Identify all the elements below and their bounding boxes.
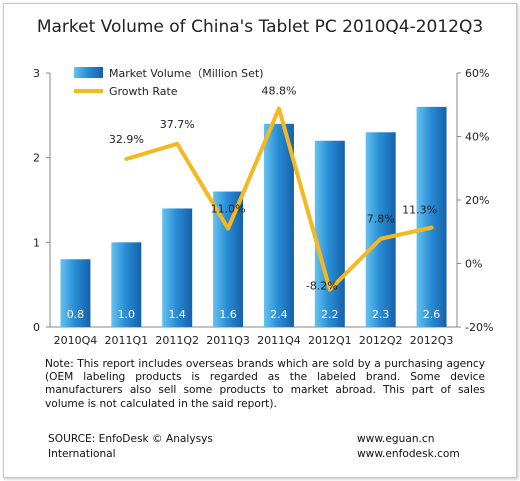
growth-rate-point — [277, 107, 281, 111]
bar-value-label: 0.8 — [67, 308, 85, 321]
growth-rate-label: 11.0% — [211, 203, 246, 216]
bar-2012Q3 — [416, 106, 447, 327]
bar-value-label: 1.4 — [168, 308, 186, 321]
website-list: www.eguan.cn www.enfodesk.com — [357, 432, 507, 462]
x-tick-label: 2011Q2 — [155, 334, 199, 347]
growth-rate-point — [379, 237, 383, 241]
website-enfodesk[interactable]: www.enfodesk.com — [357, 448, 460, 460]
right-axis-tick-label: 60% — [465, 67, 489, 80]
note-text: Note: This report includes overseas bran… — [45, 358, 485, 410]
source-text: SOURCE: EnfoDesk © Analysys Internationa… — [48, 433, 213, 460]
growth-rate-label: 37.7% — [160, 118, 195, 131]
growth-rate-point — [226, 227, 230, 231]
chart-title: Market Volume of China's Tablet PC 2010Q… — [36, 17, 484, 37]
right-axis-tick-label: 40% — [465, 131, 489, 144]
growth-rate-label: -8.2% — [306, 280, 338, 293]
growth-rate-label: 11.3% — [402, 204, 437, 217]
x-tick-label: 2012Q2 — [359, 334, 403, 347]
legend-bar-label: Market Volume（Million Set) — [109, 67, 264, 80]
growth-rate-point — [175, 142, 179, 146]
bar-value-label: 2.2 — [321, 308, 339, 321]
right-axis-tick-label: -20% — [465, 321, 493, 334]
bar-value-label: 1.0 — [118, 308, 136, 321]
bar-2010Q4 — [60, 259, 91, 327]
right-axis-tick-label: 0% — [465, 258, 482, 271]
bar-2011Q2 — [162, 208, 193, 327]
growth-rate-label: 48.8% — [261, 85, 296, 98]
website-eguan[interactable]: www.eguan.cn — [357, 433, 435, 445]
left-axis-tick-label: 2 — [33, 152, 40, 165]
x-tick-label: 2010Q4 — [54, 334, 98, 347]
x-tick-label: 2011Q4 — [257, 334, 301, 347]
bar-2011Q1 — [111, 242, 142, 327]
legend-line-label: Growth Rate — [109, 85, 178, 98]
growth-rate-label: 32.9% — [109, 133, 144, 146]
left-axis-tick-label: 3 — [33, 67, 40, 80]
bar-value-label: 2.4 — [270, 308, 288, 321]
x-tick-label: 2011Q3 — [206, 334, 250, 347]
left-axis-tick-label: 0 — [33, 321, 40, 334]
right-axis-tick-label: 20% — [465, 194, 489, 207]
x-tick-label: 2012Q3 — [410, 334, 454, 347]
bar-2012Q1 — [314, 140, 345, 327]
bar-value-label: 2.3 — [372, 308, 390, 321]
legend-bar-swatch — [74, 67, 103, 78]
x-tick-label: 2012Q1 — [308, 334, 352, 347]
bar-value-label: 2.6 — [423, 308, 441, 321]
bar-value-label: 1.6 — [219, 308, 237, 321]
growth-rate-point — [430, 226, 434, 230]
growth-rate-point — [328, 288, 332, 292]
bar-2012Q2 — [365, 132, 396, 327]
left-axis-tick-label: 1 — [33, 236, 40, 249]
x-tick-label: 2011Q1 — [104, 334, 148, 347]
growth-rate-point — [124, 157, 128, 161]
growth-rate-label: 7.8% — [367, 213, 395, 226]
bar-2011Q4 — [263, 123, 294, 327]
